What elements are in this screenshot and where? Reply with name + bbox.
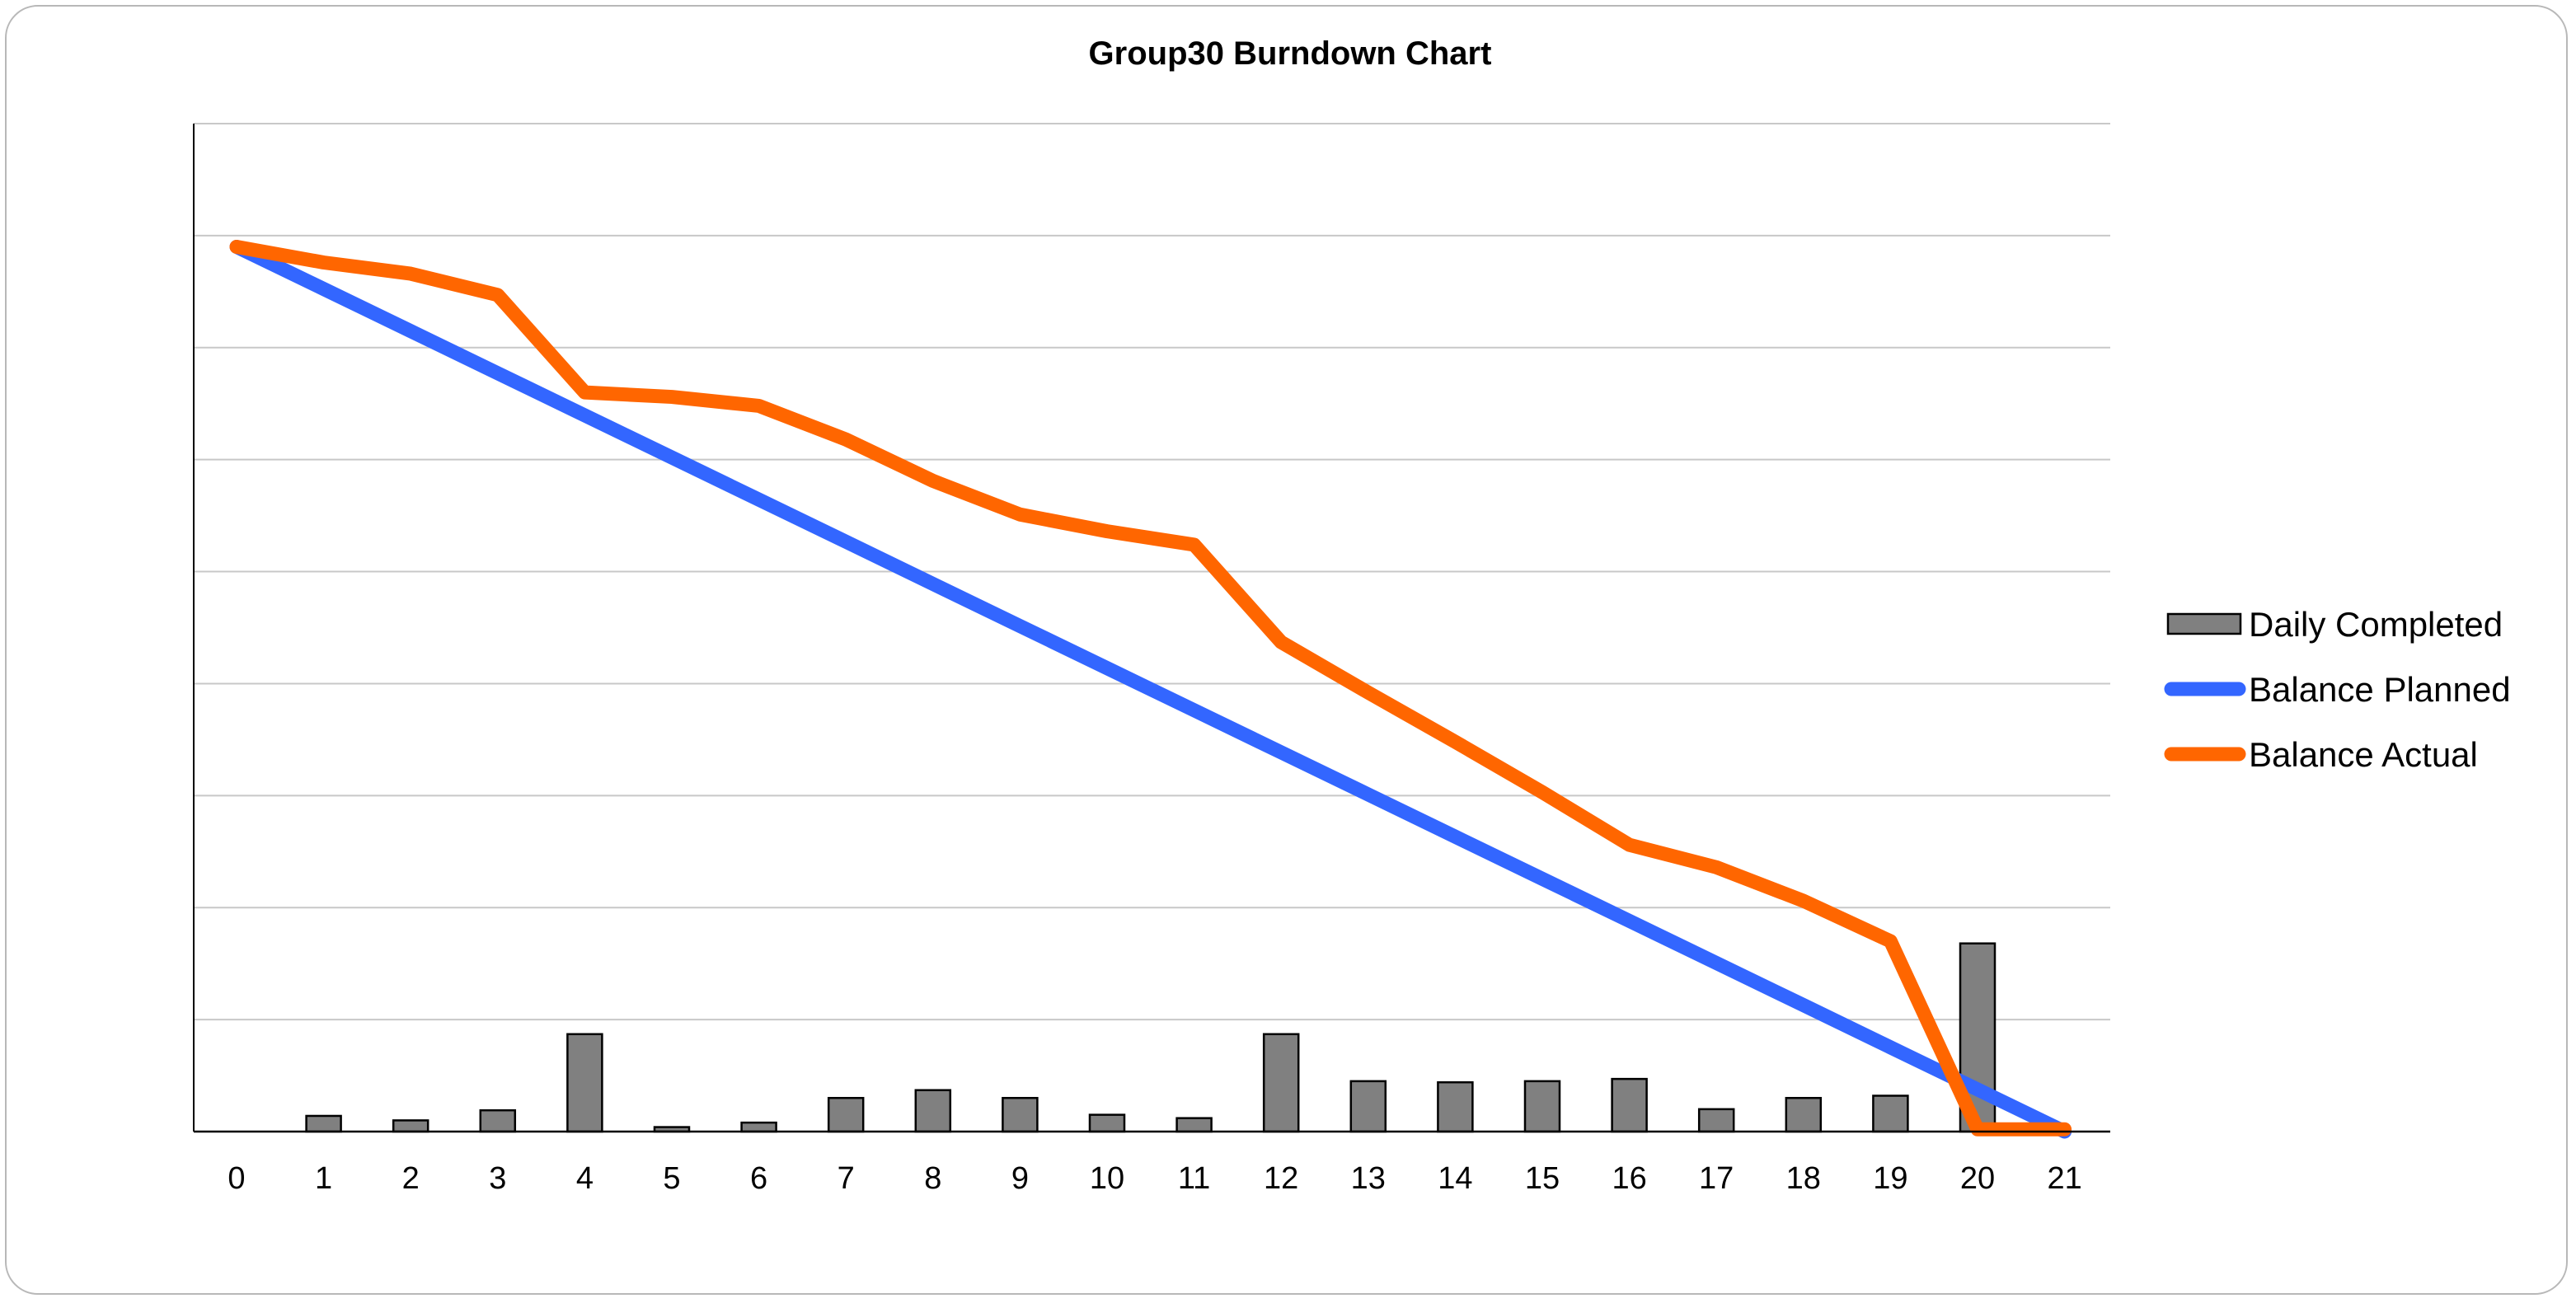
bar-daily-completed-2: [392, 1119, 429, 1133]
x-tick-label: 4: [576, 1161, 594, 1196]
bar-daily-completed-13: [1349, 1080, 1387, 1133]
line-series: [229, 239, 2072, 1139]
axes: [193, 124, 2110, 1133]
x-tick-labels: 0 1 2 3 4 5 6 7 8 9 10 11 12 13 14 15 16 17 18 19 20 21: [228, 1161, 2081, 1196]
bar-daily-completed-6: [740, 1121, 777, 1133]
bar-daily-completed-12: [1262, 1033, 1300, 1133]
x-tick-label: 15: [1525, 1161, 1560, 1196]
line-balance-planned: [229, 239, 2072, 1139]
x-tick-label: 19: [1873, 1161, 1907, 1196]
bar-daily-completed-15: [1523, 1080, 1561, 1133]
x-tick-label: 12: [1264, 1161, 1298, 1196]
bar-daily-completed-19: [1872, 1094, 1909, 1133]
x-tick-label: 11: [1178, 1161, 1210, 1196]
x-tick-label: 7: [838, 1161, 855, 1196]
bar-daily-completed-8: [914, 1089, 952, 1133]
chart-title: Group30 Burndown Chart: [1089, 35, 1492, 72]
x-tick-label: 3: [489, 1161, 506, 1196]
line-balance-actual: [229, 239, 2072, 1137]
bar-daily-completed-16: [1611, 1077, 1648, 1133]
x-tick-label: 18: [1786, 1161, 1821, 1196]
bar-daily-completed-17: [1697, 1108, 1735, 1133]
x-tick-label: 8: [924, 1161, 941, 1196]
x-tick-label: 1: [315, 1161, 332, 1196]
bar-daily-completed-1: [305, 1114, 342, 1133]
x-tick-label: 0: [228, 1161, 245, 1196]
gridlines: [194, 123, 2110, 1021]
bar-daily-completed-9: [1002, 1096, 1039, 1133]
legend-label-balance-actual: Balance Actual: [2249, 735, 2478, 774]
bar-daily-completed-7: [827, 1096, 865, 1133]
legend: Daily Completed Balance Planned Balance Ac…: [2164, 605, 2511, 774]
x-tick-label: 9: [1011, 1161, 1029, 1196]
bar-series: [305, 942, 1997, 1133]
x-tick-label: 20: [1960, 1161, 1995, 1196]
x-tick-label: 21: [2047, 1161, 2081, 1196]
x-tick-label: 6: [750, 1161, 767, 1196]
x-tick-label: 16: [1612, 1161, 1646, 1196]
x-tick-label: 2: [402, 1161, 420, 1196]
x-tick-label: 17: [1699, 1161, 1734, 1196]
x-tick-label: 13: [1351, 1161, 1386, 1196]
legend-swatch-daily-completed: [2166, 612, 2242, 635]
bar-daily-completed-10: [1088, 1113, 1126, 1133]
x-tick-label: 14: [1438, 1161, 1472, 1196]
bar-daily-completed-11: [1175, 1117, 1213, 1133]
bar-daily-completed-3: [479, 1108, 517, 1133]
legend-label-daily-completed: Daily Completed: [2249, 605, 2503, 644]
bar-daily-completed-14: [1437, 1080, 1474, 1133]
bar-daily-completed-4: [566, 1033, 603, 1133]
x-tick-label: 5: [663, 1161, 680, 1196]
bar-daily-completed-18: [1785, 1096, 1823, 1133]
x-tick-label: 10: [1090, 1161, 1124, 1196]
legend-label-balance-planned: Balance Planned: [2249, 670, 2511, 709]
